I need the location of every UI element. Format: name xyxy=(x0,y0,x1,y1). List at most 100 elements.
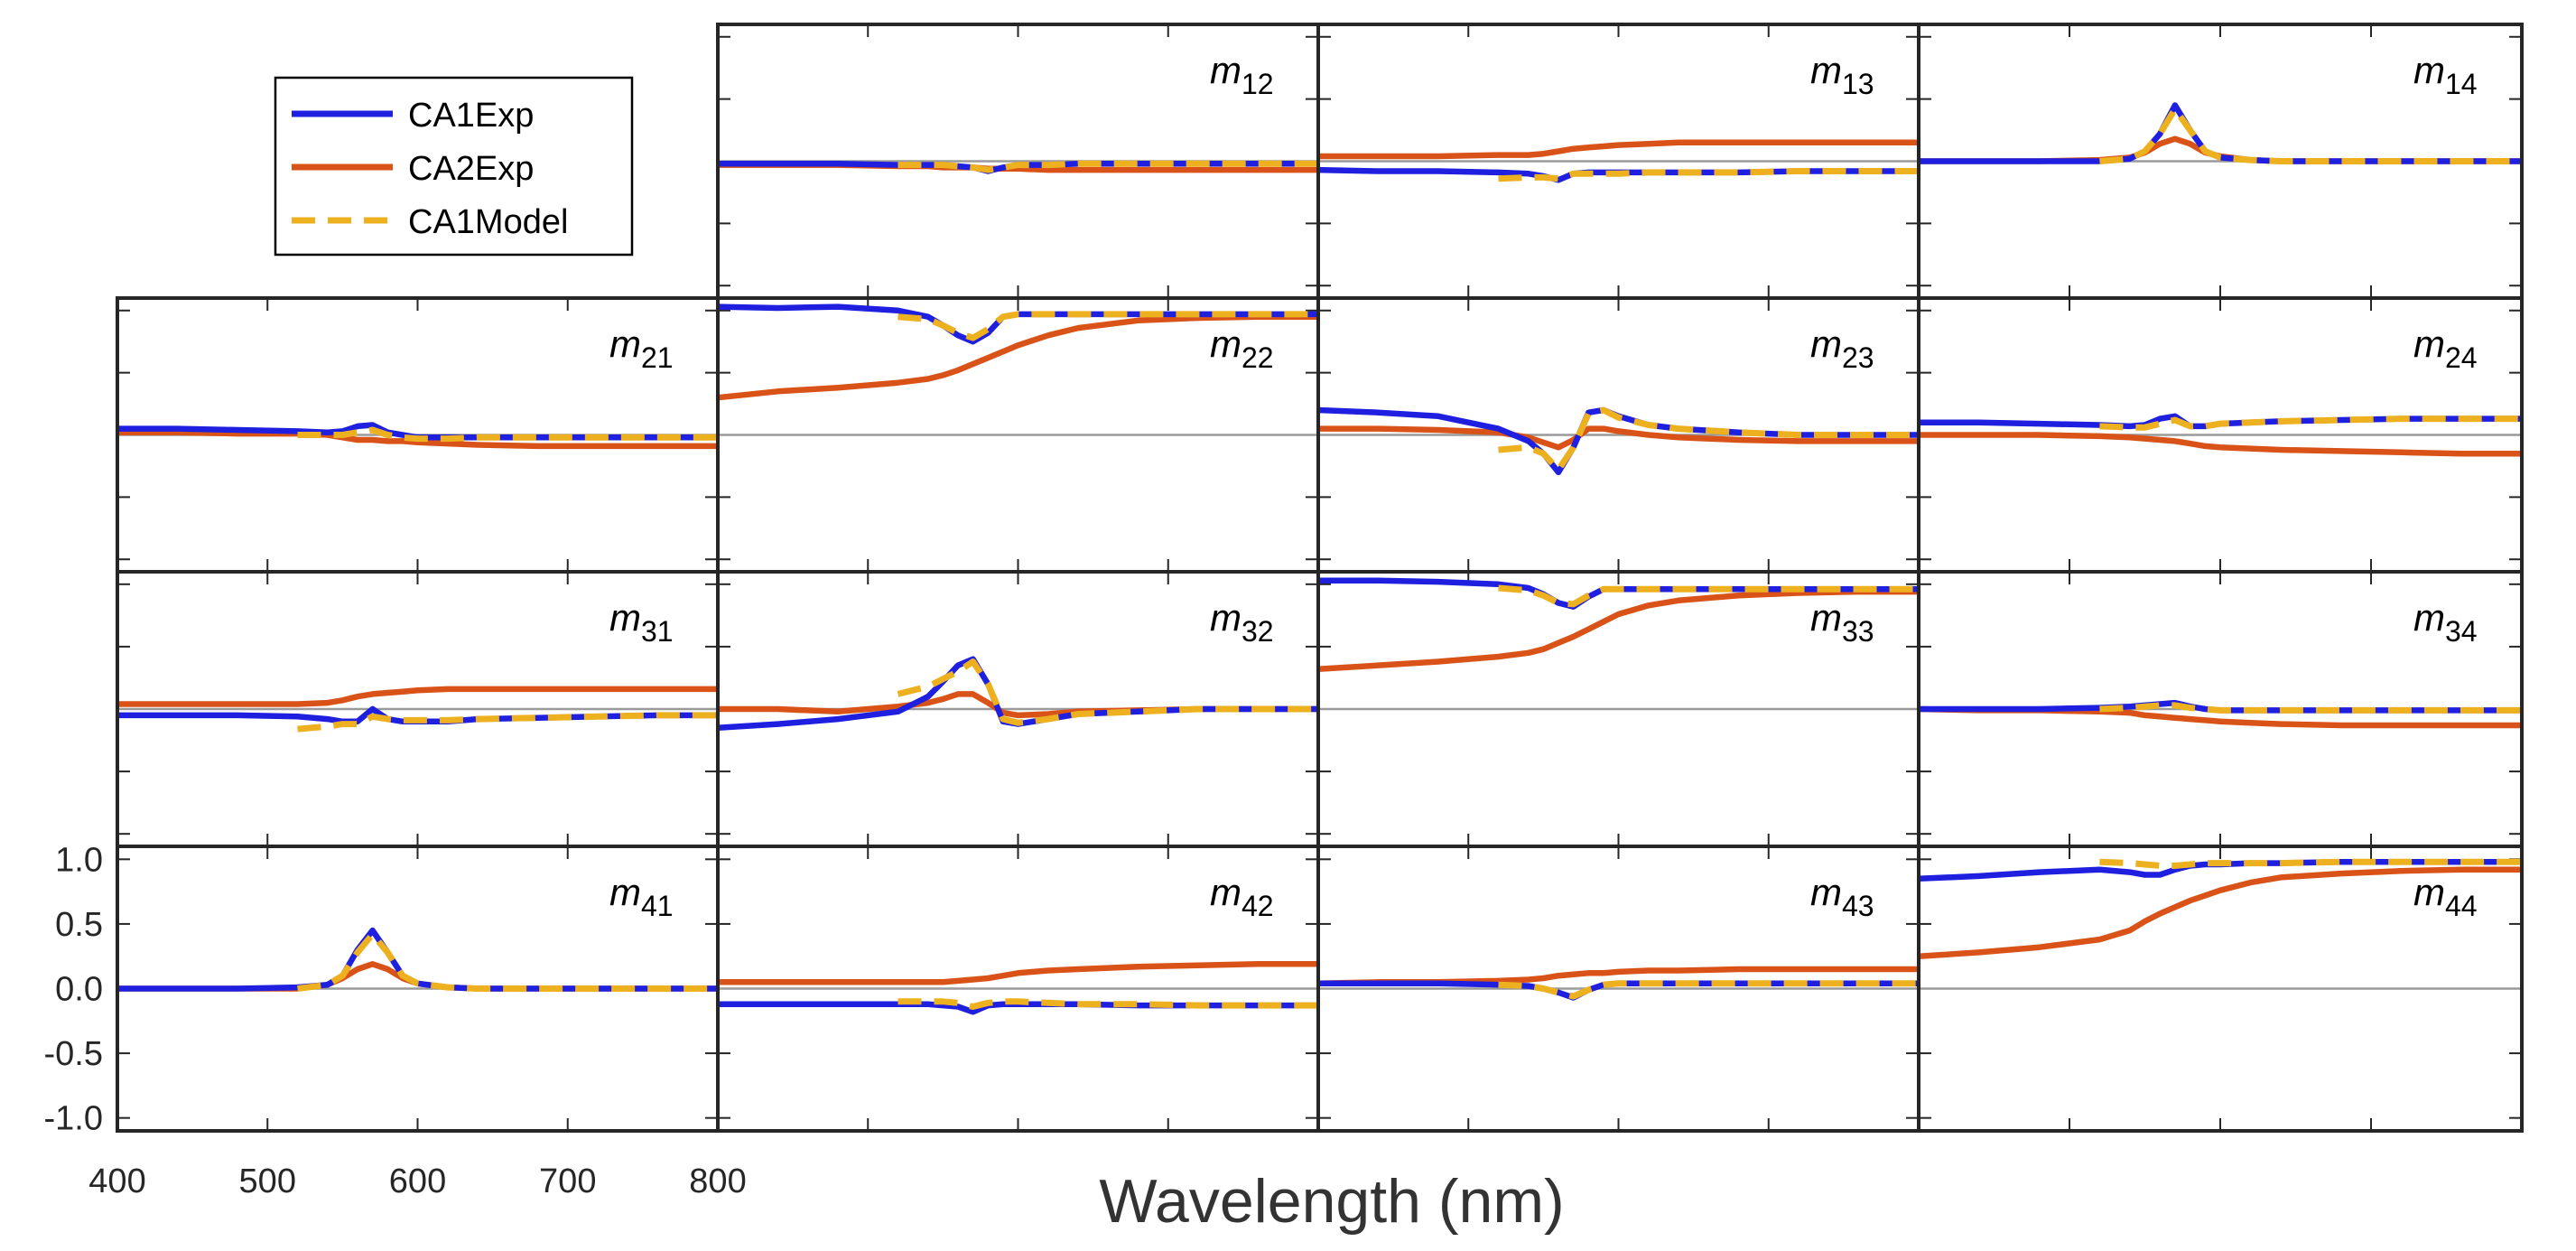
panel-label-subscript: 41 xyxy=(641,890,674,922)
series-line-ca2exp xyxy=(1919,432,2522,457)
panel-label-subscript: 13 xyxy=(1842,68,1874,100)
panel-m43: m43 xyxy=(1316,845,1920,1133)
series-line-ca1model xyxy=(897,998,1318,1010)
panel-label: m44 xyxy=(2413,871,2478,922)
legend-label-ca2exp: CA2Exp xyxy=(408,150,534,188)
x-tick-label: 400 xyxy=(88,1162,145,1200)
panel-label: m23 xyxy=(1810,322,1874,374)
series-line-ca2exp xyxy=(718,961,1318,985)
panel-label: m22 xyxy=(1210,322,1274,374)
panel-label-subscript: 21 xyxy=(641,341,674,374)
panel-label: m12 xyxy=(1210,49,1274,100)
panel-label-base: m xyxy=(2413,871,2445,913)
series-line-ca1model xyxy=(297,712,718,733)
series-line-ca1model xyxy=(2099,702,2522,714)
series-line-ca1model xyxy=(897,658,1318,726)
panel-label-subscript: 34 xyxy=(2445,615,2478,648)
panel-label-base: m xyxy=(2413,596,2445,639)
panel-label-base: m xyxy=(609,322,641,365)
panel-label-base: m xyxy=(1810,596,1842,639)
panel-label-subscript: 22 xyxy=(1242,341,1274,374)
series-line-ca1model xyxy=(297,930,718,992)
x-axis-title: Wavelength (nm) xyxy=(1099,1167,1564,1236)
panel-m12: m12 xyxy=(716,23,1320,300)
panel-label: m24 xyxy=(2413,322,2478,374)
panel-m31: m31 xyxy=(116,570,720,848)
y-tick-label: -1.0 xyxy=(44,1100,103,1138)
panel-label: m31 xyxy=(609,596,674,648)
y-tick-label: 1.0 xyxy=(55,841,103,879)
series-line-ca2exp xyxy=(117,686,718,707)
panel-label-subscript: 44 xyxy=(2445,890,2478,922)
panel-m41: m41 xyxy=(116,845,720,1133)
y-axis: -1.0 -0.5 0.0 0.5 1.0 xyxy=(44,841,103,1137)
panel-label: m33 xyxy=(1810,596,1874,648)
panel-label-subscript: 14 xyxy=(2445,68,2478,100)
x-tick-label: 500 xyxy=(239,1162,296,1200)
x-axis: 400 500 600 700 800 xyxy=(88,1162,746,1200)
panel-label-subscript: 32 xyxy=(1242,615,1274,648)
panel-m34: m34 xyxy=(1917,570,2524,848)
series-line-ca1model xyxy=(1498,406,1919,473)
panel-label: m34 xyxy=(2413,596,2478,648)
panel-label-subscript: 33 xyxy=(1842,615,1874,648)
series-line-ca1model xyxy=(1498,980,1919,1000)
panel-m14: m14 xyxy=(1917,23,2524,300)
series-line-ca1model xyxy=(2099,415,2522,431)
panel-label-subscript: 12 xyxy=(1242,68,1274,100)
x-tick-label: 800 xyxy=(689,1162,746,1200)
panel-label-subscript: 43 xyxy=(1842,890,1874,922)
panel-label-subscript: 23 xyxy=(1842,341,1874,374)
panel-label: m32 xyxy=(1210,596,1274,648)
x-tick-label: 600 xyxy=(389,1162,446,1200)
series-line-ca2exp xyxy=(1317,588,1919,673)
panel-label-base: m xyxy=(1210,322,1242,365)
panel-label-subscript: 31 xyxy=(641,615,674,648)
panel-label-base: m xyxy=(1810,49,1842,91)
panel-label-base: m xyxy=(2413,49,2445,91)
y-tick-label: -0.5 xyxy=(44,1035,103,1073)
panel-label-subscript: 24 xyxy=(2445,341,2478,374)
panel-label-base: m xyxy=(609,871,641,913)
panel-label-base: m xyxy=(2413,322,2445,365)
panel-m23: m23 xyxy=(1316,296,1920,574)
series-line-ca2exp xyxy=(1318,425,1919,451)
panel-label: m43 xyxy=(1810,871,1874,922)
series-line-ca2exp xyxy=(1918,866,2522,959)
panel-label-base: m xyxy=(1810,871,1842,913)
panel-m24: m24 xyxy=(1917,296,2524,574)
panel-label-base: m xyxy=(1810,322,1842,365)
legend-label-ca1exp: CA1Exp xyxy=(408,97,534,135)
series-line-ca2exp xyxy=(1318,139,1919,160)
legend: CA1Exp CA2Exp CA1Model xyxy=(274,76,634,257)
panel-label-base: m xyxy=(1210,49,1242,91)
series-line-ca1model xyxy=(1498,168,1919,182)
x-tick-label: 700 xyxy=(539,1162,596,1200)
series-line-ca2exp xyxy=(1317,966,1919,987)
series-line-ca1model xyxy=(2099,858,2522,869)
y-tick-label: 0.5 xyxy=(55,906,103,944)
panel-label: m14 xyxy=(2413,49,2478,100)
panel-label-base: m xyxy=(1210,871,1242,913)
series-line-ca1model xyxy=(2099,106,2522,164)
series-line-ca1model xyxy=(897,311,1318,341)
panel-label: m42 xyxy=(1210,871,1274,922)
series-line-ca1model xyxy=(297,426,718,443)
panel-m32: m32 xyxy=(716,570,1320,848)
y-tick-label: 0.0 xyxy=(55,971,103,1009)
panel-frame xyxy=(1917,845,2524,1133)
panel-m22: m22 xyxy=(716,296,1320,574)
series-line-ca2exp xyxy=(717,313,1318,401)
panel-m13: m13 xyxy=(1316,23,1920,300)
panel-label-base: m xyxy=(609,596,641,639)
series-line-ca2exp xyxy=(1918,705,2522,729)
series-line-ca1model xyxy=(897,160,1318,173)
legend-label-ca1model: CA1Model xyxy=(408,203,568,241)
panel-m21: m21 xyxy=(116,296,720,574)
panel-label-subscript: 42 xyxy=(1242,890,1274,922)
panel-m33: m33 xyxy=(1316,570,1920,848)
panel-label: m41 xyxy=(609,871,674,922)
panel-label-base: m xyxy=(1210,596,1242,639)
